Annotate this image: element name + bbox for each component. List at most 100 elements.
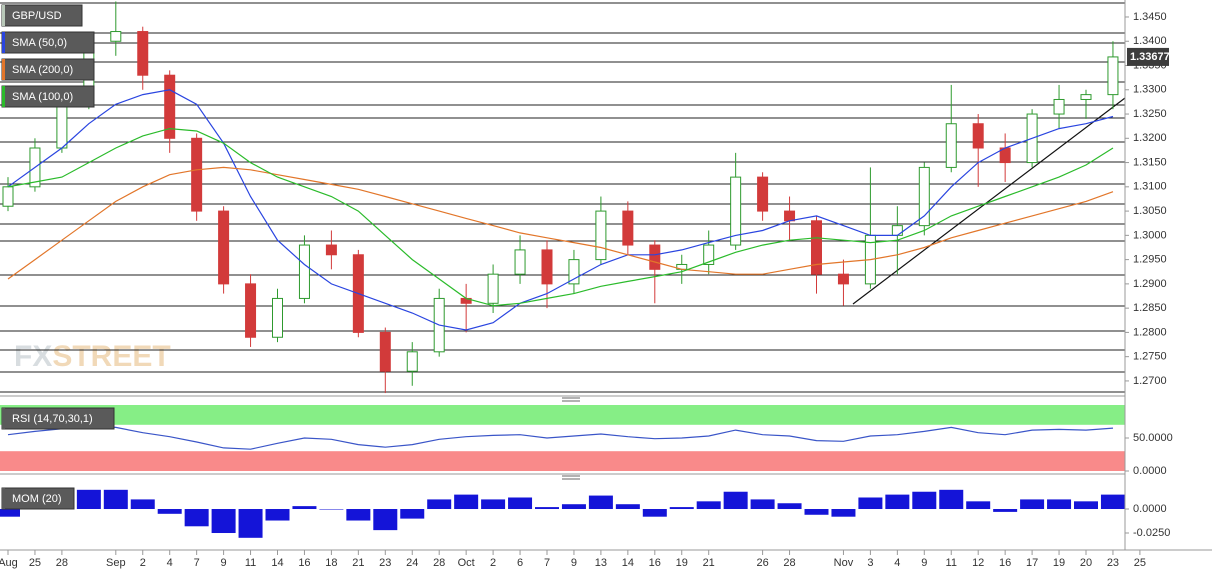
trend-line: [852, 97, 1126, 305]
x-tick-label: Aug: [0, 557, 18, 569]
candle-body: [514, 249, 526, 275]
y-tick-label: 1.2900: [1133, 278, 1167, 290]
candle-body: [379, 331, 391, 372]
last-price-label: 1.33677: [1130, 51, 1170, 63]
mom-bar: [76, 489, 101, 510]
mom-bar: [157, 509, 182, 514]
candle-body: [487, 273, 499, 304]
mom-bar: [211, 509, 236, 534]
candle-body: [945, 123, 957, 168]
mom-bar: [238, 509, 263, 538]
y-tick-label: 1.2950: [1133, 254, 1167, 266]
y-tick-label: 1.3000: [1133, 229, 1167, 241]
x-tick-label: 28: [56, 557, 68, 569]
x-tick-label: 16: [298, 557, 310, 569]
candle-body: [622, 210, 634, 246]
candle-body: [298, 244, 310, 299]
candle-body: [891, 225, 903, 236]
y-tick-label: 1.3450: [1133, 11, 1167, 23]
mom-bar: [831, 509, 856, 517]
x-tick-label: 19: [1053, 557, 1065, 569]
mom-bar: [939, 489, 964, 510]
candle-body: [325, 244, 337, 256]
y-tick-label: 1.3050: [1133, 205, 1167, 217]
x-tick-label: 23: [1107, 557, 1119, 569]
sma-line: [7, 89, 1114, 331]
x-tick-label: 14: [271, 557, 283, 569]
sma-line: [7, 166, 1114, 280]
x-tick-label: 2: [140, 557, 146, 569]
mom-bar: [1020, 499, 1045, 510]
x-tick-label: 25: [29, 557, 41, 569]
candle-body: [730, 176, 742, 246]
mom-bar: [319, 509, 344, 510]
legend-entry: SMA (50,0): [12, 37, 67, 49]
candle-body: [595, 210, 607, 261]
candle-body: [757, 176, 769, 212]
rsi-band-low: [0, 451, 1125, 471]
x-tick-label: 4: [167, 557, 173, 569]
y-tick-label: 0.0000: [1133, 465, 1167, 477]
candle-body: [245, 283, 257, 338]
x-tick-label: 24: [406, 557, 418, 569]
last-price-box: [1127, 47, 1169, 66]
mom-bar: [535, 507, 559, 510]
candle-body: [811, 220, 822, 275]
x-tick-label: 25: [1134, 557, 1146, 569]
mom-bar: [292, 506, 317, 510]
x-tick-label: 28: [783, 557, 795, 569]
candle-body: [1107, 56, 1119, 96]
y-tick-label: 1.2700: [1133, 375, 1167, 387]
indicator-label: MOM (20): [12, 493, 62, 505]
mom-bar: [481, 499, 506, 510]
candle-body: [1053, 98, 1065, 115]
y-tick-label: -0.0250: [1133, 527, 1170, 539]
mom-bar: [184, 509, 209, 527]
mom-bar: [723, 491, 748, 510]
legend-entry-stripe: [2, 32, 5, 53]
candle-body: [568, 259, 580, 285]
x-tick-label: 12: [972, 557, 984, 569]
legend-entry: SMA (200,0): [12, 64, 73, 76]
y-tick-label: 1.3250: [1133, 108, 1167, 120]
watermark: FXSTREET: [14, 340, 171, 373]
mom-bar: [103, 489, 128, 510]
candle-body: [541, 249, 553, 285]
x-tick-label: 16: [999, 557, 1011, 569]
y-tick-label: 1.2750: [1133, 351, 1167, 363]
y-tick-label: 1.3150: [1133, 156, 1167, 168]
mom-bar: [696, 501, 721, 510]
x-tick-label: 18: [325, 557, 337, 569]
mom-bar: [588, 495, 613, 510]
candle-body: [191, 137, 203, 212]
mom-bar: [615, 504, 640, 510]
candle-body: [1080, 94, 1092, 100]
x-tick-label: 4: [894, 557, 900, 569]
y-tick-label: 0.0000: [1133, 503, 1167, 515]
indicator-label-stripe: [2, 488, 5, 509]
legend-entry-stripe: [2, 59, 5, 80]
x-tick-label: 14: [622, 557, 634, 569]
mom-bar: [642, 509, 667, 517]
rsi-band-high: [0, 405, 1125, 425]
mom-bar: [1074, 501, 1098, 510]
rsi-line: [7, 425, 1114, 450]
candle-body: [918, 166, 930, 227]
mom-bar: [750, 499, 775, 510]
x-tick-label: 6: [517, 557, 523, 569]
candle-body: [406, 351, 418, 372]
mom-bar: [265, 509, 290, 521]
mom-bar: [427, 499, 452, 510]
mom-bar: [508, 497, 533, 510]
mom-bar: [1047, 499, 1072, 510]
y-tick-label: 1.2800: [1133, 326, 1167, 338]
x-tick-label: 20: [1080, 557, 1092, 569]
x-tick-label: 21: [703, 557, 715, 569]
mom-bar: [885, 494, 910, 510]
indicator-label: RSI (14,70,30,1): [12, 413, 93, 425]
x-tick-label: Oct: [458, 557, 475, 569]
candle-body: [649, 244, 661, 270]
mom-bar: [0, 509, 20, 517]
candle-body: [110, 31, 122, 42]
x-tick-label: 11: [946, 557, 957, 569]
